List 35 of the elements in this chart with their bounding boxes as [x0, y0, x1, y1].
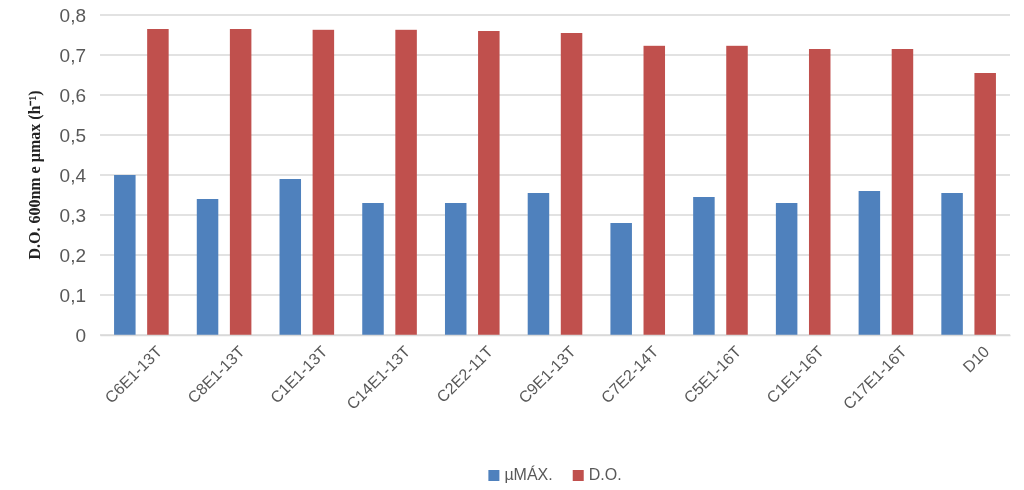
bar — [858, 191, 881, 335]
bar — [312, 29, 335, 335]
y-tick-label: 0,7 — [59, 44, 86, 66]
bar — [775, 203, 798, 335]
y-tick-label: 0 — [75, 324, 86, 346]
bar — [643, 45, 666, 335]
bar — [527, 193, 550, 335]
y-tick-label: 0,5 — [59, 124, 86, 146]
y-tick-label: 0,3 — [59, 204, 86, 226]
bar — [610, 223, 632, 335]
y-tick-label: 0,2 — [59, 244, 86, 266]
y-axis-title: D.O. 600nm e µmax (h⁻¹) — [26, 90, 44, 260]
bar — [114, 175, 136, 335]
bar — [229, 29, 252, 335]
legend-label: µMÁX. — [504, 465, 553, 483]
y-tick-label: 0,1 — [59, 284, 86, 306]
legend-label: D.O. — [588, 466, 622, 483]
bar — [974, 73, 996, 335]
y-tick-label: 0,8 — [59, 4, 86, 26]
y-tick-label: 0,4 — [59, 164, 87, 186]
bar — [444, 203, 467, 335]
bar — [808, 49, 831, 335]
bar — [726, 45, 748, 335]
bar — [478, 31, 500, 335]
bar — [279, 179, 302, 335]
bar — [891, 49, 914, 335]
bar — [395, 29, 417, 335]
bar — [147, 29, 169, 335]
bar — [560, 33, 583, 335]
x-tick-label: D10 — [959, 342, 993, 376]
bar — [362, 203, 384, 335]
bar — [196, 199, 219, 335]
y-tick-label: 0,6 — [59, 84, 86, 106]
bar — [693, 197, 715, 335]
bar — [941, 193, 963, 335]
